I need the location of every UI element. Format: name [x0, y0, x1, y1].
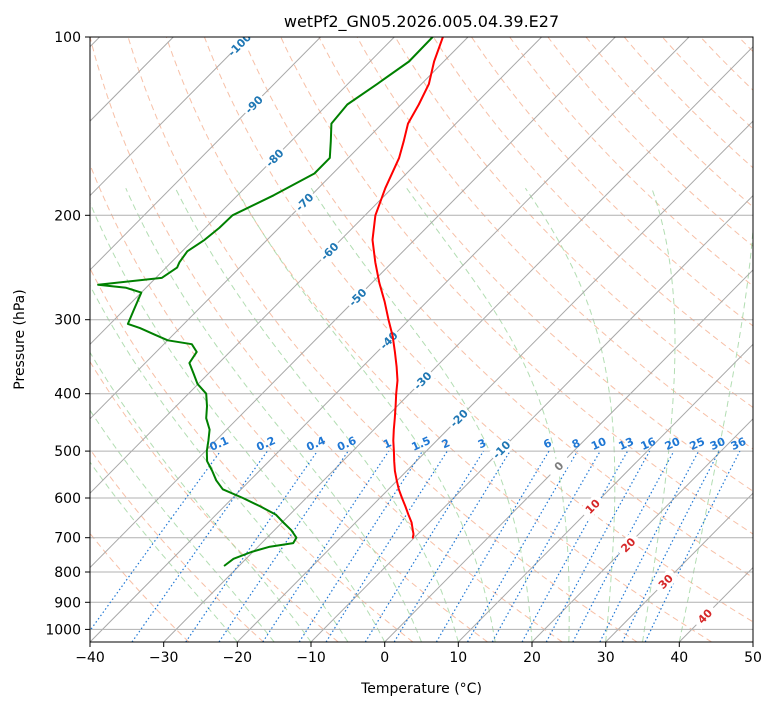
dry-adiabat-line [242, 37, 753, 579]
isotherm-label-background [375, 326, 403, 354]
x-tick-label: 10 [449, 650, 467, 666]
isotherm-line [163, 45, 753, 642]
isotherm-label-background [445, 404, 473, 432]
dry-adiabat-line [280, 37, 753, 535]
y-tick-label: 100 [54, 30, 81, 46]
isotherm-line [457, 343, 753, 642]
mixing-ratio-label: 30 [708, 435, 728, 453]
y-tick-label: 300 [54, 313, 81, 329]
y-tick-label: 200 [54, 208, 81, 224]
isotherm-line [605, 492, 753, 642]
x-axis: −40 −30 −20 −10 0 10 20 30 40 50 [75, 642, 762, 666]
mixing-ratio-line [131, 450, 268, 642]
isotherm-line [384, 269, 753, 642]
dry-adiabat-line [165, 37, 712, 642]
mixing-ratio-label: 36 [729, 435, 749, 453]
chart-title: wetPf2_GN05.2026.005.04.39.E27 [284, 12, 559, 32]
y-tick-label: 900 [54, 595, 81, 611]
isotherm-label-background [344, 283, 372, 311]
isotherm-label-background [691, 602, 719, 630]
isotherm-label-background [614, 531, 642, 559]
mixing-ratio-line [466, 450, 579, 642]
x-tick-label: 20 [523, 650, 541, 666]
isotherm-label-background [652, 568, 680, 595]
temperature-profile-line [371, 37, 444, 539]
x-tick-label: 40 [670, 650, 688, 666]
mixing-ratio-label: 25 [688, 435, 707, 453]
mixing-ratio-line [364, 450, 485, 642]
isotherm-label-background [240, 91, 268, 118]
isotherm-label-background [225, 37, 253, 59]
isotherm-label-background [409, 367, 437, 394]
moist-adiabat-line [90, 201, 386, 642]
moist-adiabat-line [174, 187, 459, 642]
x-tick-label: 50 [744, 650, 762, 666]
mixing-ratio-line [521, 450, 629, 642]
dry-adiabat-line [90, 267, 414, 642]
y-tick-label: 1000 [45, 622, 81, 638]
plot-frame [89, 36, 754, 643]
dry-adiabat-line [432, 37, 753, 368]
isotherm-label-background [291, 188, 318, 216]
y-axis-label: Pressure (hPa) [12, 289, 28, 389]
isotherm-label-background [579, 492, 606, 520]
sounding-profiles [97, 37, 444, 567]
isotherm-label-background [261, 144, 289, 172]
isotherm-line [90, 37, 616, 569]
mixing-ratio-line [325, 450, 448, 642]
mixing-ratio-line [435, 450, 550, 642]
y-tick-label: 500 [54, 444, 81, 460]
isotherm-label-background [488, 436, 515, 464]
dry-adiabat-line [509, 37, 753, 287]
dry-adiabat-line [90, 448, 264, 642]
y-tick-label: 400 [54, 387, 81, 403]
x-tick-label: −20 [223, 650, 253, 666]
moist-adiabat-line [235, 187, 496, 642]
y-tick-label: 600 [54, 491, 81, 507]
isotherm-line [90, 37, 395, 346]
mixing-ratio-line [185, 450, 318, 642]
x-tick-label: −10 [296, 650, 326, 666]
moist-adiabat-line [406, 187, 570, 642]
mixing-ratio-label: 20 [663, 435, 683, 453]
mixing-ratio-line [90, 450, 221, 632]
isotherm-label-background [316, 237, 343, 265]
moist-adiabat-line [90, 284, 349, 642]
y-tick-label: 700 [54, 531, 81, 547]
y-tick-label: 800 [54, 565, 81, 581]
x-tick-label: −30 [149, 650, 179, 666]
mixing-ratio-line [545, 450, 651, 642]
mixing-ratio-line [298, 450, 424, 642]
moist-adiabat-line [642, 188, 676, 642]
isotherm-line [310, 194, 753, 642]
mixing-ratio-line [644, 450, 741, 642]
x-tick-label: 30 [597, 650, 615, 666]
isotherm-line [236, 120, 753, 642]
dewpoint-profile-line [97, 37, 434, 567]
x-tick-label: 0 [380, 650, 389, 666]
dry-adiabat-line [127, 37, 638, 642]
dry-adiabat-line [90, 163, 488, 642]
dry-adiabat-line [394, 37, 753, 409]
moist-adiabat-line [125, 187, 422, 642]
moist-adiabat-line [90, 461, 238, 642]
x-axis-label: Temperature (°C) [360, 681, 482, 697]
y-axis: 100 200 300 400 500 600 700 800 900 1000 [45, 30, 90, 638]
mixing-ratio-label: 10 [589, 435, 609, 453]
mixing-ratio-line [393, 450, 511, 642]
mixing-ratio-label: 13 [617, 435, 636, 453]
isotherm-line [90, 37, 321, 271]
mixing-ratio-line [491, 450, 601, 642]
moist-adiabat-line [678, 224, 753, 642]
x-tick-label: −40 [75, 650, 105, 666]
moist-adiabat-line [524, 187, 616, 642]
isotherm-label-background [545, 452, 573, 480]
dry-adiabat-line [547, 37, 753, 247]
mixing-ratio-label: 16 [639, 435, 659, 453]
isotherm-line [90, 37, 542, 494]
isotherm-line [90, 37, 248, 197]
